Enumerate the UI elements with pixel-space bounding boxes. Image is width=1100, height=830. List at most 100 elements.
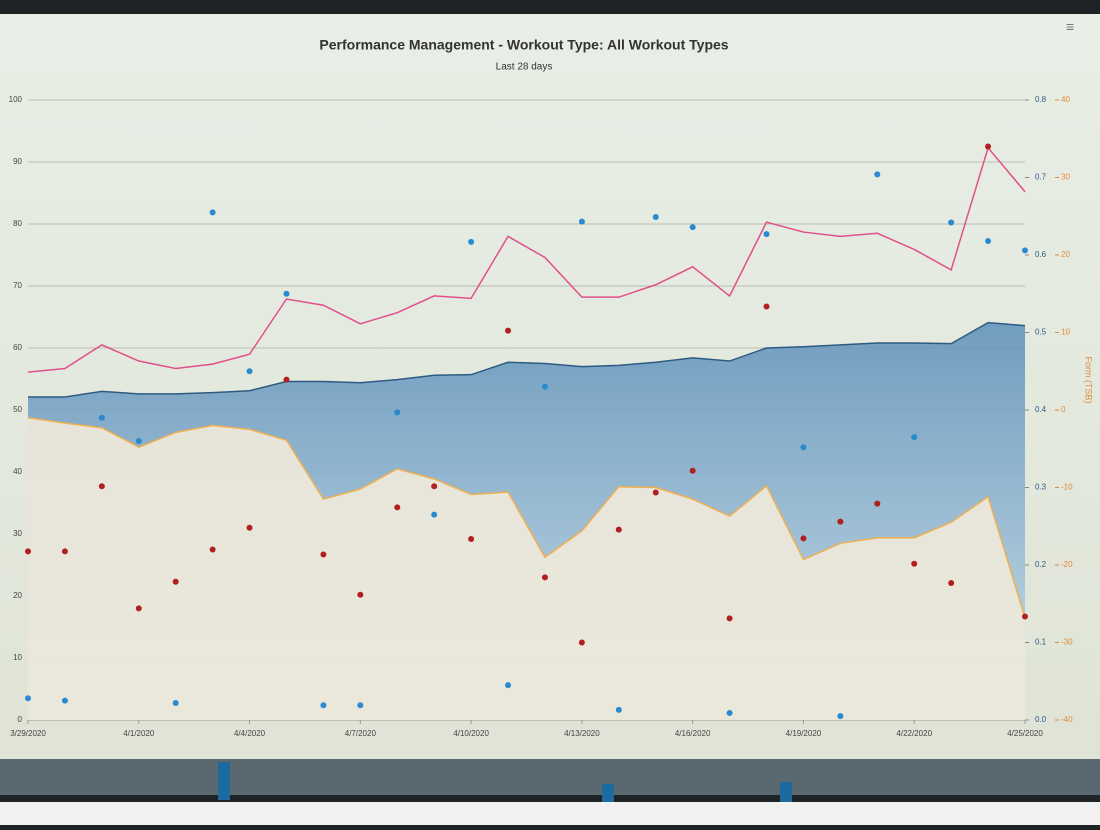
y-tick-label: 30	[13, 529, 22, 538]
y-tick-label: 20	[13, 591, 22, 600]
point	[61, 548, 68, 555]
x-tick-label: 4/7/2020	[345, 729, 377, 738]
point	[61, 697, 68, 704]
y2-tick-label: 0.5	[1035, 328, 1047, 337]
y2-tick-label: 0.2	[1035, 560, 1047, 569]
point	[578, 639, 585, 646]
y-tick-label: 60	[13, 343, 22, 352]
point	[25, 695, 31, 702]
point	[948, 219, 955, 226]
point	[948, 579, 955, 586]
x-tick-label: 4/1/2020	[123, 729, 155, 738]
point	[320, 551, 327, 558]
x-tick-label: 4/13/2020	[564, 729, 600, 738]
point	[1022, 613, 1028, 620]
x-tick-label: 4/16/2020	[675, 729, 711, 738]
y-tick-label: 10	[13, 653, 22, 662]
point	[505, 327, 512, 334]
point	[394, 504, 401, 511]
x-tick-label: 4/10/2020	[453, 729, 489, 738]
point	[320, 702, 327, 709]
point	[985, 238, 992, 245]
point	[541, 383, 548, 390]
area-line	[27, 417, 1026, 618]
point	[615, 526, 622, 533]
area-line	[28, 321, 1026, 398]
point	[431, 511, 438, 518]
point	[283, 290, 290, 297]
x-tick-label: 4/19/2020	[786, 729, 822, 738]
x-tick-label: 4/22/2020	[896, 729, 932, 738]
y2-tick-label: 0.7	[1035, 173, 1047, 182]
menu-icon[interactable]: ≡	[1066, 19, 1074, 35]
point	[468, 535, 475, 542]
point	[726, 615, 733, 622]
point	[911, 560, 918, 567]
y2-tick-label: 0.8	[1035, 95, 1047, 104]
point	[246, 524, 253, 531]
point	[541, 574, 548, 581]
point	[652, 489, 659, 496]
point	[283, 376, 290, 383]
y2-tick-label: 0.6	[1035, 250, 1047, 259]
x-tick-label: 4/25/2020	[1007, 729, 1043, 738]
point	[1022, 247, 1028, 254]
y3-tick-label: 20	[1061, 250, 1070, 259]
point	[837, 518, 844, 525]
area-fill	[28, 417, 1025, 720]
point	[763, 231, 770, 238]
point	[357, 702, 364, 709]
point	[394, 409, 401, 416]
y3-tick-label: 10	[1061, 328, 1070, 337]
point	[505, 682, 512, 689]
point	[25, 548, 31, 555]
y3-tick-label: 30	[1061, 173, 1070, 182]
point	[431, 483, 438, 490]
navigator	[0, 759, 1100, 795]
y2-tick-label: 0.1	[1035, 638, 1047, 647]
point	[800, 444, 807, 451]
y-tick-label: 100	[9, 95, 23, 104]
y3-tick-label: 40	[1061, 95, 1070, 104]
point	[874, 500, 881, 507]
point	[689, 224, 696, 231]
point	[763, 303, 770, 310]
plot-area: 01020304050607080901000.00.10.20.30.40.5…	[9, 95, 1094, 738]
point	[135, 438, 142, 444]
y-tick-label: 40	[13, 467, 22, 476]
taskbar	[0, 802, 1100, 825]
point	[578, 218, 585, 225]
y3-tick-label: -20	[1061, 560, 1073, 569]
point	[874, 171, 881, 178]
y-tick-label: 70	[13, 281, 22, 290]
point	[468, 238, 475, 245]
y2-tick-label: 0.0	[1035, 715, 1047, 724]
point	[98, 483, 105, 490]
y3-axis-title: Form (TSB)	[1084, 357, 1094, 404]
chart-title: Performance Management - Workout Type: A…	[319, 37, 728, 53]
navigator-bar	[602, 784, 614, 802]
line	[27, 146, 1026, 373]
point	[615, 706, 622, 713]
navigator-handle[interactable]	[218, 762, 230, 800]
point	[172, 699, 179, 706]
point	[800, 535, 807, 542]
y3-tick-label: -40	[1061, 715, 1073, 724]
point	[98, 414, 105, 421]
y3-tick-label: -30	[1061, 638, 1073, 647]
y2-tick-label: 0.3	[1035, 483, 1047, 492]
y2-tick-label: 0.4	[1035, 405, 1047, 414]
y-tick-label: 0	[18, 715, 23, 724]
point	[135, 605, 142, 612]
y3-tick-label: 0	[1061, 405, 1066, 414]
navigator-handle[interactable]	[780, 782, 792, 802]
point	[726, 710, 733, 717]
point	[357, 591, 364, 598]
point	[985, 143, 992, 150]
y-tick-label: 50	[13, 405, 22, 414]
point	[246, 368, 253, 375]
x-tick-label: 3/29/2020	[10, 729, 46, 738]
y-tick-label: 80	[13, 219, 22, 228]
